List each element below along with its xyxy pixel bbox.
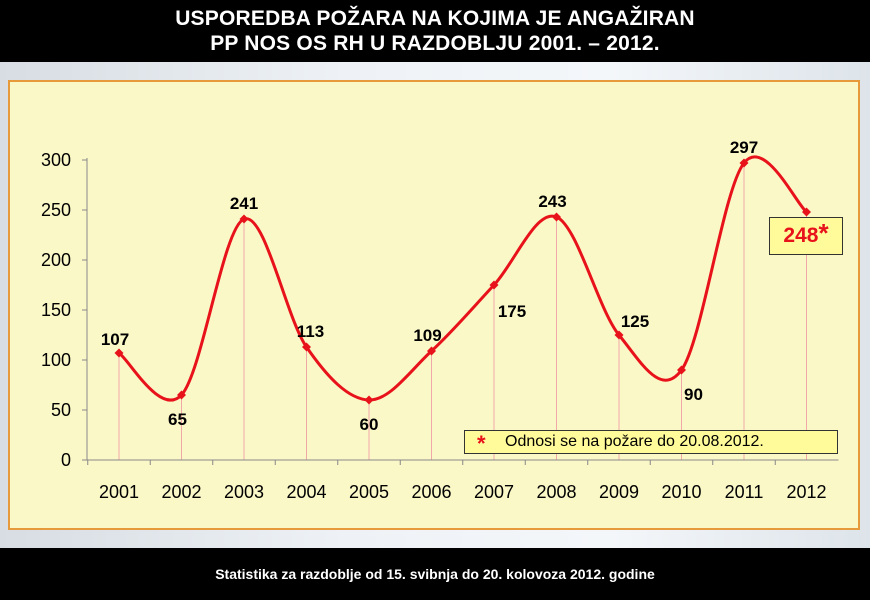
x-tick-label: 2002 <box>161 482 201 502</box>
data-point <box>739 158 749 168</box>
data-point <box>677 365 686 375</box>
data-point <box>239 214 249 224</box>
series-line <box>118 155 808 402</box>
last-value-asterisk: * <box>818 218 829 248</box>
data-label: 175 <box>498 302 526 321</box>
y-tick-label: 200 <box>41 250 71 270</box>
x-tick-label: 2009 <box>599 482 639 502</box>
data-label: 65 <box>168 410 187 429</box>
data-point <box>114 348 124 358</box>
y-tick-label: 300 <box>41 150 71 170</box>
data-label: 60 <box>360 415 379 434</box>
y-tick-label: 250 <box>41 200 71 220</box>
title-line-1: USPOREDBA POŽARA NA KOJIMA JE ANGAŽIRAN <box>175 7 695 30</box>
data-label: 243 <box>538 192 566 211</box>
last-value-label: 248 <box>783 224 819 247</box>
legend-box: * Odnosi se na požare do 20.08.2012. <box>464 430 838 456</box>
data-label: 113 <box>297 322 324 341</box>
data-point <box>489 280 499 290</box>
data-label: 90 <box>684 385 703 404</box>
legend-asterisk: * <box>477 431 486 456</box>
y-tick-label: 100 <box>41 350 71 370</box>
x-tick-label: 2012 <box>786 482 826 502</box>
data-label: 241 <box>230 194 258 213</box>
data-point <box>302 342 311 352</box>
y-tick-label: 150 <box>41 300 71 320</box>
data-label: 125 <box>621 312 649 331</box>
data-label: 107 <box>101 330 129 349</box>
data-point <box>364 395 374 405</box>
y-tick-label: 0 <box>61 450 71 470</box>
legend-text: Odnosi se na požare do 20.08.2012. <box>505 433 764 450</box>
x-tick-label: 2007 <box>474 482 514 502</box>
footer: Statistika za razdoblje od 15. svibnja d… <box>0 548 870 600</box>
data-point <box>802 207 811 217</box>
data-label: 297 <box>730 138 758 157</box>
chart-frame <box>8 80 860 530</box>
x-tick-label: 2008 <box>536 482 576 502</box>
header: USPOREDBA POŽARA NA KOJIMA JE ANGAŽIRAN … <box>0 0 870 62</box>
data-point <box>177 390 186 400</box>
x-tick-label: 2004 <box>286 482 326 502</box>
x-tick-label: 2006 <box>411 482 451 502</box>
data-label: 109 <box>413 326 441 345</box>
x-tick-label: 2003 <box>224 482 264 502</box>
data-point <box>552 212 561 222</box>
x-tick-label: 2005 <box>349 482 389 502</box>
x-tick-label: 2011 <box>725 482 764 502</box>
x-tick-label: 2001 <box>99 482 139 502</box>
y-tick-label: 50 <box>51 400 71 420</box>
footer-text: Statistika za razdoblje od 15. svibnja d… <box>215 566 655 582</box>
last-value-callout: 248* <box>769 217 843 255</box>
data-point <box>427 346 436 356</box>
title-line-2: PP NOS OS RH U RAZDOBLJU 2001. – 2012. <box>210 32 660 55</box>
data-point <box>614 330 624 340</box>
x-tick-label: 2010 <box>661 482 701 502</box>
